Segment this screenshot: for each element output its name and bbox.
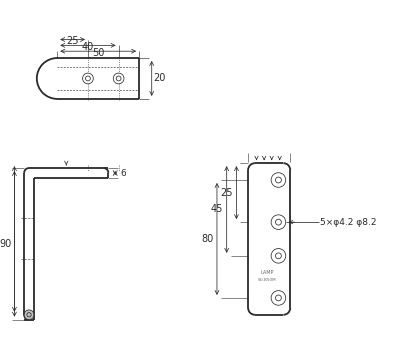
Circle shape [275, 219, 281, 225]
Text: LAMP: LAMP [260, 270, 274, 275]
Circle shape [275, 295, 281, 301]
Text: 40: 40 [82, 42, 94, 52]
Text: 80: 80 [201, 234, 213, 244]
Text: 5×φ4.2 φ8.2: 5×φ4.2 φ8.2 [320, 218, 377, 227]
Text: 50: 50 [92, 48, 104, 58]
Circle shape [275, 253, 281, 259]
Circle shape [275, 177, 281, 183]
Text: 90: 90 [0, 239, 12, 249]
Circle shape [271, 173, 286, 187]
Polygon shape [24, 315, 29, 320]
Circle shape [83, 73, 93, 84]
Circle shape [86, 76, 90, 81]
Text: 6: 6 [120, 168, 126, 178]
Text: SU-B50M: SU-B50M [258, 278, 276, 282]
Circle shape [27, 313, 31, 317]
Circle shape [113, 73, 124, 84]
Circle shape [271, 291, 286, 305]
Circle shape [116, 76, 121, 81]
Text: 45: 45 [211, 204, 223, 215]
Text: 25: 25 [66, 36, 79, 46]
Circle shape [271, 248, 286, 263]
Circle shape [24, 310, 34, 320]
Text: 25: 25 [220, 188, 233, 198]
Text: 20: 20 [154, 74, 166, 83]
Circle shape [271, 215, 286, 230]
